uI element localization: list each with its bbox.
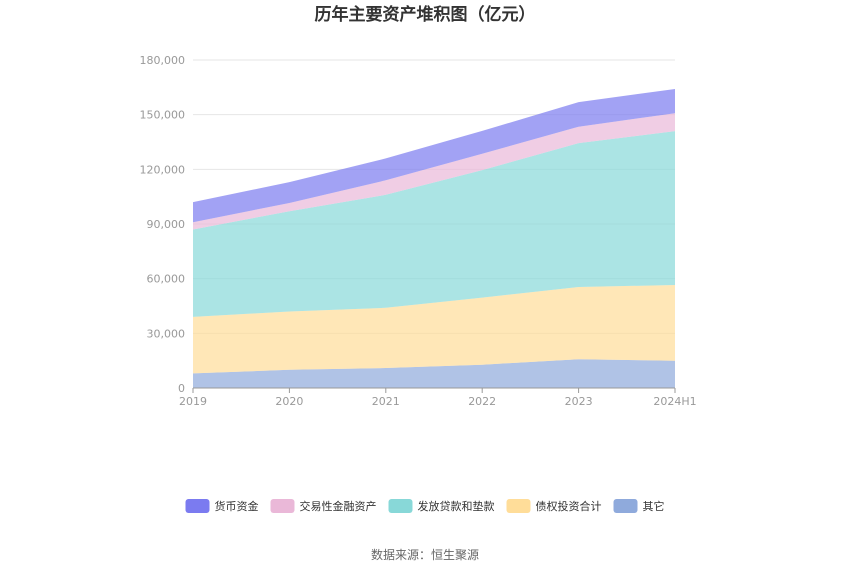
legend-label: 货币资金 (215, 499, 259, 513)
chart-title: 历年主要资产堆积图（亿元） (315, 4, 536, 25)
legend-item: 发放贷款和垫款 (388, 499, 495, 513)
legend-item: 交易性金融资产 (270, 499, 377, 513)
legend-label: 交易性金融资产 (300, 499, 377, 513)
area-series-group (193, 89, 675, 388)
legend-swatch (270, 499, 295, 513)
y-tick-label: 180,000 (140, 54, 186, 67)
legend-label: 其它 (643, 499, 665, 513)
area-其它 (193, 359, 675, 388)
x-tick-label: 2020 (275, 395, 303, 408)
area-货币资金 (193, 89, 675, 223)
y-tick-label: 120,000 (140, 163, 186, 176)
legend-label: 发放贷款和垫款 (418, 499, 495, 513)
legend-swatch (506, 499, 531, 513)
source-text: 数据来源：恒生聚源 (371, 547, 479, 562)
legend-item: 货币资金 (185, 499, 259, 513)
x-tick-label: 2021 (372, 395, 400, 408)
legend-swatch (185, 499, 210, 513)
axes: 0 30,000 60,000 90,000 120,000 150,000 180,000… (140, 54, 697, 408)
x-tick-label: 2022 (468, 395, 496, 408)
y-tick-label: 90,000 (147, 218, 186, 231)
legend-item: 债权投资合计 (506, 499, 602, 513)
legend-item: 其它 (613, 499, 665, 513)
legend-label: 债权投资合计 (536, 499, 602, 513)
area-发放贷款和垫款 (193, 131, 675, 317)
y-tick-label: 150,000 (140, 109, 186, 122)
legend-swatch (613, 499, 638, 513)
legend-swatch (388, 499, 413, 513)
area-债权投资合计 (193, 285, 675, 374)
area-交易性金融资产 (193, 113, 675, 230)
legend: 货币资金 交易性金融资产 发放贷款和垫款 债权投资合计 其它 (185, 499, 665, 513)
x-tick-label: 2019 (179, 395, 207, 408)
x-tick-label: 2024H1 (653, 395, 696, 408)
y-tick-label: 60,000 (147, 273, 186, 286)
y-tick-label: 0 (178, 382, 185, 395)
y-tick-label: 30,000 (147, 327, 186, 340)
x-tick-label: 2023 (565, 395, 593, 408)
